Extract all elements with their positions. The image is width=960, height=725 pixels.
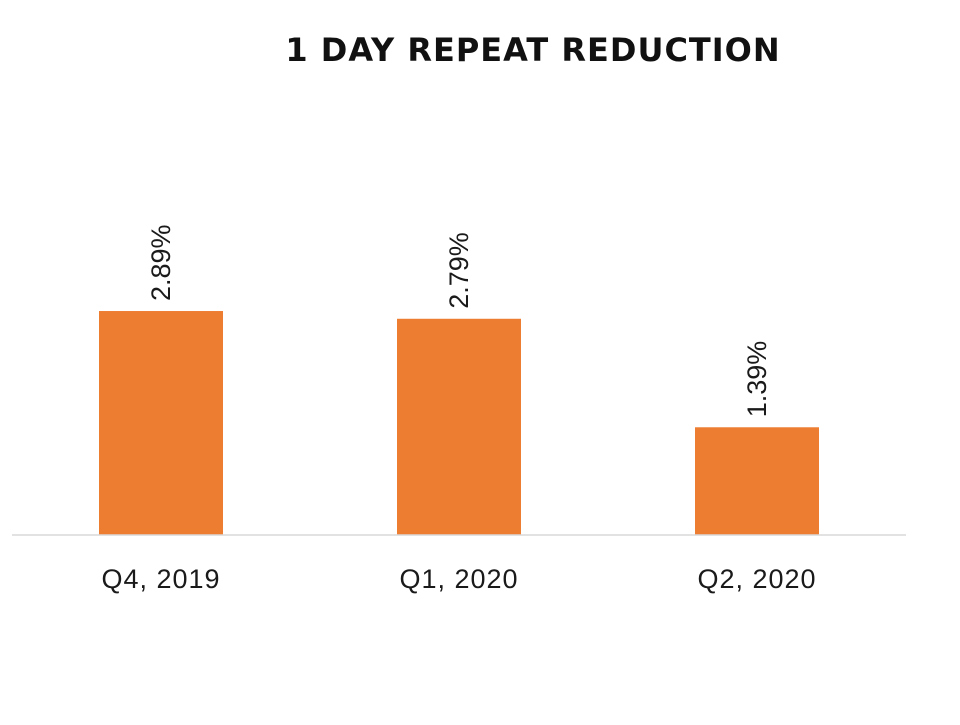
x-tick-label-2: Q1, 2020 bbox=[399, 564, 518, 594]
chart-title: 1 DAY REPEAT REDUCTION bbox=[285, 31, 780, 69]
data-label-1: 2.89% bbox=[146, 224, 176, 301]
bar-2 bbox=[397, 318, 521, 535]
bars-layer bbox=[99, 311, 819, 535]
x-tick-label-3: Q2, 2020 bbox=[697, 564, 816, 594]
data-label-2: 2.79% bbox=[444, 232, 474, 309]
labels-layer: 2.89% Q4, 2019 2.79% Q1, 2020 1.39% Q2, 2020 bbox=[101, 224, 816, 594]
bar-1 bbox=[99, 311, 223, 535]
bar-3 bbox=[695, 427, 819, 535]
x-tick-label-1: Q4, 2019 bbox=[101, 564, 220, 594]
data-label-3: 1.39% bbox=[742, 341, 772, 418]
